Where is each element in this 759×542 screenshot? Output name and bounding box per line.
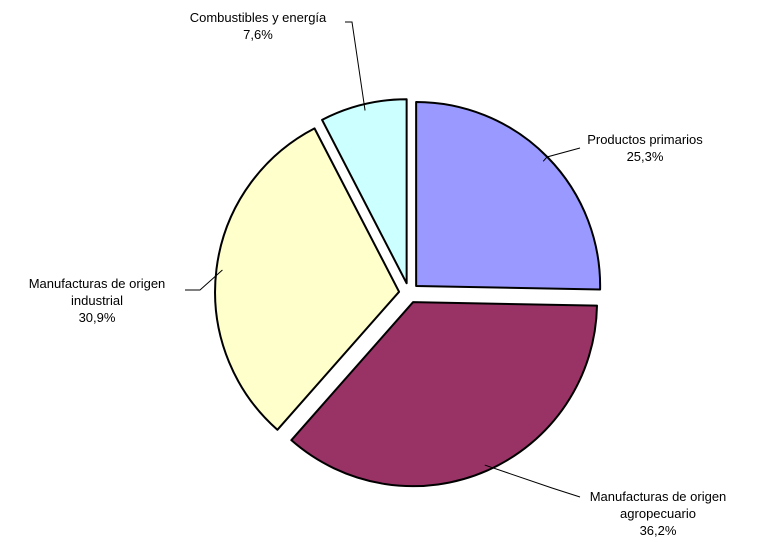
pie-slice-industrial (214, 127, 401, 431)
slice-name-agropecuario: agropecuario (620, 506, 696, 521)
slice-value-primarios: 25,3% (627, 149, 664, 164)
leader-line-primarios (542, 147, 581, 162)
leader-line-agropecuario (484, 464, 581, 498)
slice-label-primarios: Productos primarios 25,3% (587, 132, 703, 164)
leader-line-combustibles (345, 21, 366, 111)
pie-slice-primarios (415, 100, 602, 291)
leader-line-industrial (185, 269, 223, 291)
slice-value-industrial: 30,9% (79, 310, 116, 325)
pie-slice-combustibles (321, 98, 408, 285)
slice-name-industrial: Manufacturas de origen (29, 276, 166, 291)
leader-lines (185, 21, 581, 498)
slice-labels: Productos primarios 25,3% Manufacturas de … (29, 10, 727, 538)
slice-value-combustibles: 7,6% (243, 27, 273, 42)
slice-name-combustibles: Combustibles y energía (190, 10, 327, 25)
slice-name-industrial: industrial (71, 293, 123, 308)
pie-slices (214, 98, 602, 488)
slice-label-industrial: Manufacturas de origen industrial 30,9% (29, 276, 166, 325)
slice-label-agropecuario: Manufacturas de origen agropecuario 36,2% (590, 489, 727, 538)
slice-name-primarios: Productos primarios (587, 132, 703, 147)
slice-label-combustibles: Combustibles y energía 7,6% (190, 10, 327, 42)
slice-name-agropecuario: Manufacturas de origen (590, 489, 727, 504)
pie-slice-agropecuario (290, 301, 598, 488)
slice-value-agropecuario: 36,2% (640, 523, 677, 538)
